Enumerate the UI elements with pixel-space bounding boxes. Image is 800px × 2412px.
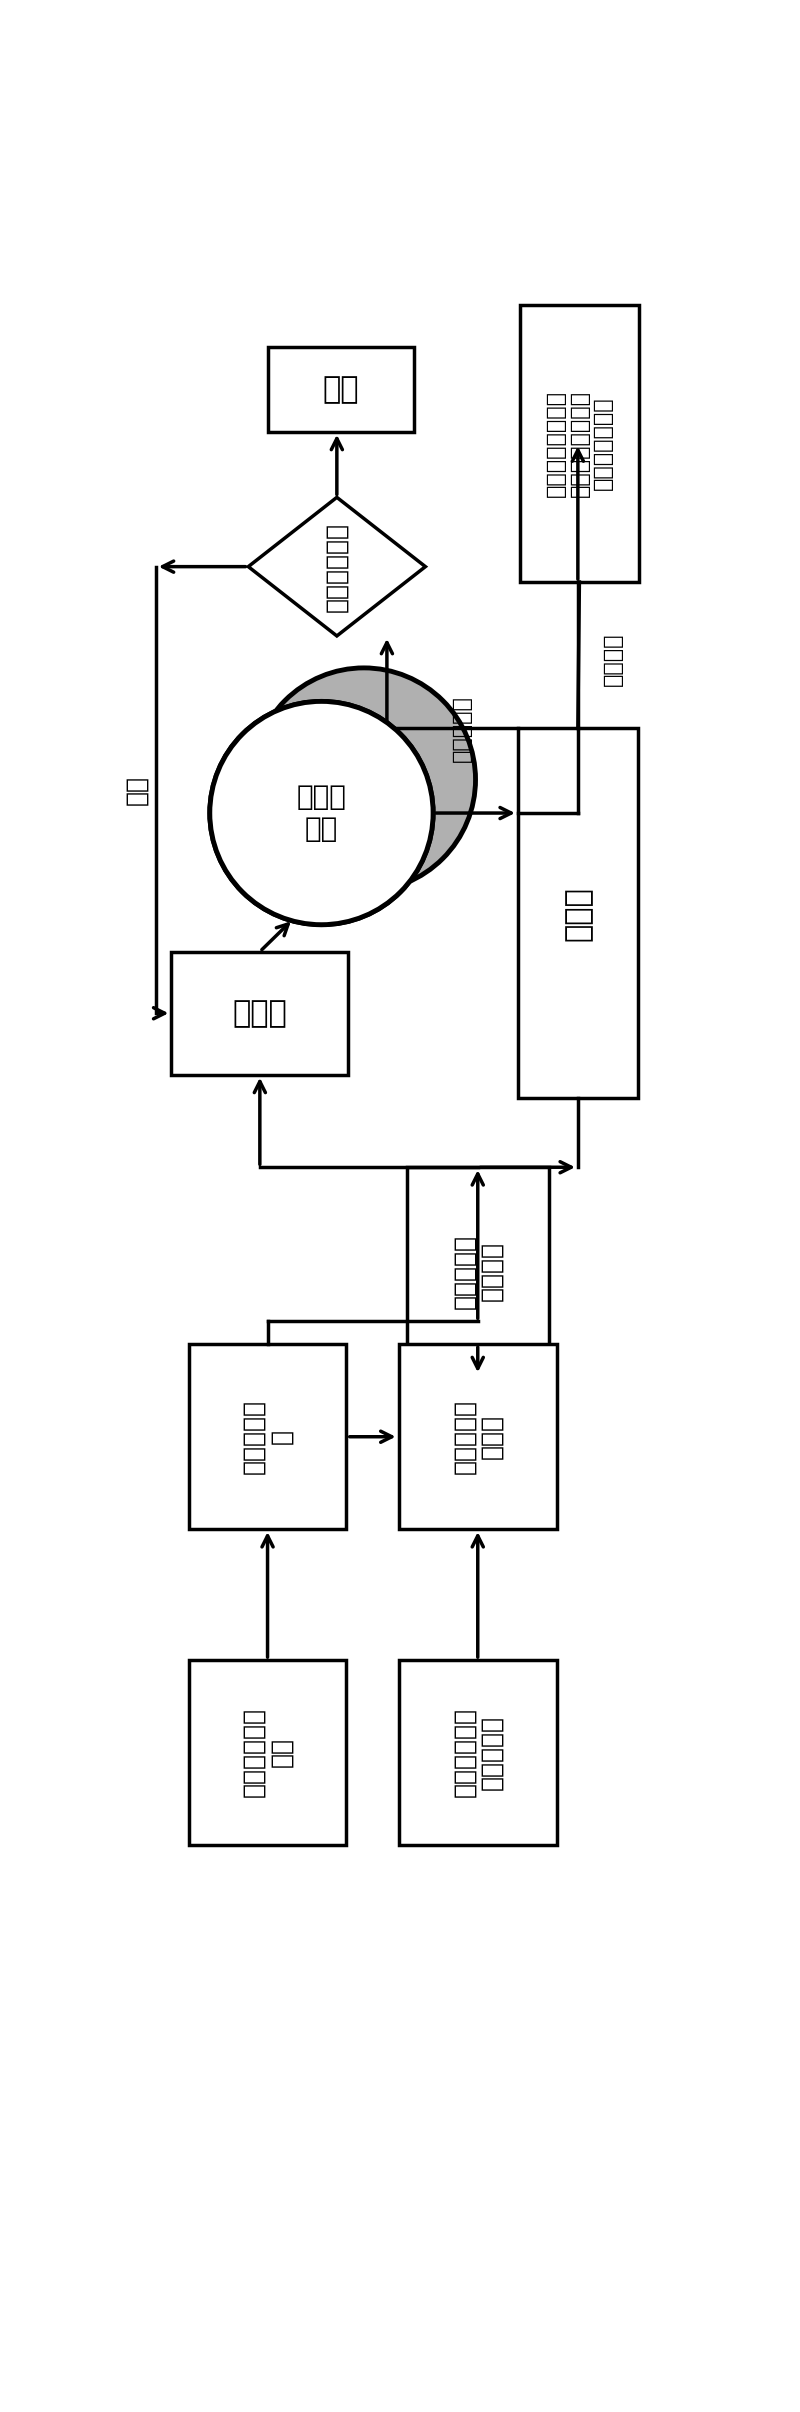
Text: 特征向量序
列的形成: 特征向量序 列的形成 — [452, 1233, 504, 1310]
Bar — [520, 304, 639, 581]
Bar — [171, 953, 349, 1076]
Circle shape — [210, 702, 433, 924]
Circle shape — [210, 702, 433, 924]
Text: 匹配成功: 匹配成功 — [602, 632, 622, 685]
Bar — [189, 1343, 346, 1529]
Bar — [399, 1343, 557, 1529]
Text: 特征向量的
实例化: 特征向量的 实例化 — [452, 1399, 504, 1474]
Bar — [399, 1659, 557, 1845]
Text: 训练: 训练 — [125, 774, 149, 806]
Text: 训练器: 训练器 — [233, 999, 287, 1028]
Text: 识别器: 识别器 — [563, 885, 592, 941]
Text: 特征向量形
成: 特征向量形 成 — [242, 1399, 294, 1474]
Text: 报警还是训练: 报警还是训练 — [325, 521, 349, 613]
Bar — [406, 1167, 549, 1375]
Text: 特征模
板库: 特征模 板库 — [297, 784, 346, 844]
Polygon shape — [248, 497, 426, 637]
Bar — [518, 728, 638, 1097]
Text: 机床主轴功率
信息的获取: 机床主轴功率 信息的获取 — [452, 1708, 504, 1797]
Bar — [189, 1659, 346, 1845]
Text: 主轴功率特性
分析: 主轴功率特性 分析 — [242, 1708, 294, 1797]
Bar — [267, 347, 414, 432]
Text: 机床工况、加工工
件类型的输出与其
加工数量的累计: 机床工况、加工工 件类型的输出与其 加工数量的累计 — [546, 391, 613, 497]
Circle shape — [252, 668, 475, 890]
Text: 报警: 报警 — [322, 374, 359, 405]
Text: 匹配不成功: 匹配不成功 — [452, 695, 472, 762]
